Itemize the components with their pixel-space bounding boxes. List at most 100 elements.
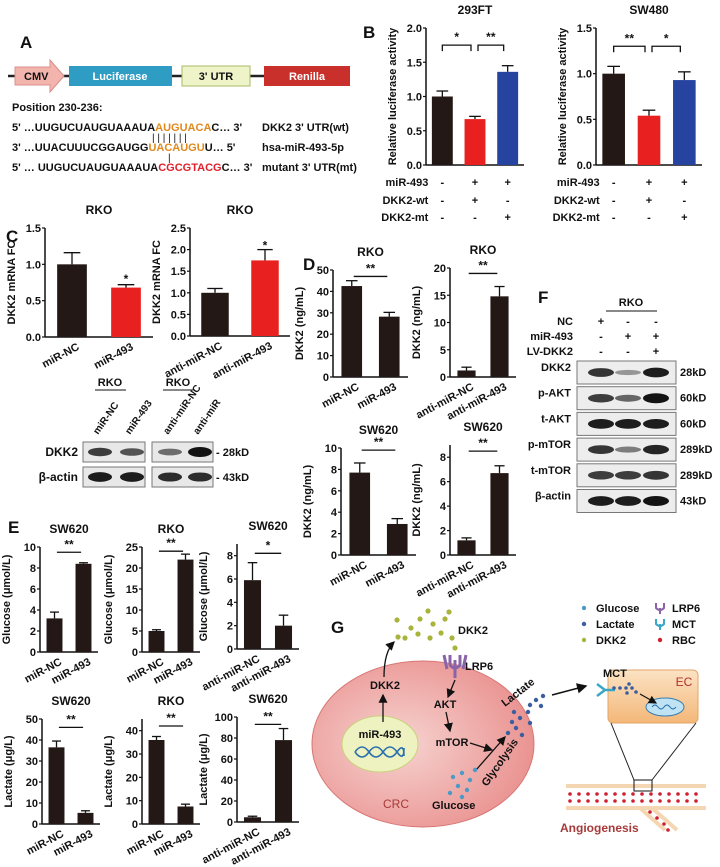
- y-tick-label: 4: [227, 597, 234, 609]
- rbc: [662, 822, 666, 826]
- lactate-molecule: [538, 703, 544, 709]
- blot-row-label: β-actin: [535, 491, 571, 503]
- y-tick-label: 0.5: [577, 114, 592, 126]
- y-tick-label: 1.0: [407, 92, 422, 104]
- vessel-branch: [638, 806, 679, 832]
- molecule-dots: [394, 608, 698, 832]
- y-tick-label: 100: [215, 712, 233, 724]
- significance-label: **: [366, 261, 376, 275]
- mct-label: MCT: [603, 668, 627, 680]
- blot-group-label: RKO: [98, 377, 123, 389]
- bar: [497, 71, 519, 165]
- nucleus: [341, 715, 419, 773]
- lactate-molecule: [540, 693, 546, 699]
- y-tick-label: 0.5: [407, 126, 422, 138]
- rbc: [676, 799, 680, 803]
- y-axis-label: Lactate (μg/L): [3, 735, 15, 807]
- condition-sign: -: [647, 212, 651, 224]
- blot-membrane: [576, 360, 677, 385]
- sequence-label: hsa-miR-493-5p: [262, 142, 344, 154]
- x-tick-label: miR-NC: [320, 381, 361, 411]
- chart-title: RKO: [470, 243, 497, 257]
- bar: [48, 747, 65, 824]
- rbc: [586, 792, 590, 796]
- condition-label: miR-493: [530, 331, 573, 343]
- y-axis-label: Glucose (μmol/L): [198, 551, 210, 641]
- lactate-molecule: [533, 697, 539, 703]
- chart-title: RKO: [357, 245, 384, 259]
- blot-title: RKO: [619, 297, 644, 309]
- rbc: [577, 799, 581, 803]
- lactate-legend-icon: [581, 621, 587, 627]
- rbc: [694, 799, 698, 803]
- y-tick-label: 2: [30, 626, 36, 638]
- bar: [243, 580, 262, 649]
- blot-band: [158, 472, 182, 482]
- y-tick-label: 25: [126, 542, 138, 554]
- molecular-weight-label: 60kD: [680, 418, 706, 430]
- bar: [111, 287, 141, 337]
- x-tick-label: miR-NC: [328, 559, 369, 589]
- zoom-box: [633, 779, 653, 792]
- arrow-lactate-to-nucleus: [639, 693, 658, 704]
- sequence-label: mutant 3' UTR(mt): [262, 162, 357, 174]
- y-tick-label: 2: [227, 621, 233, 633]
- rbc: [694, 792, 698, 796]
- vessel-wall-top: [566, 784, 706, 788]
- lrp6-label: LRP6: [465, 661, 493, 673]
- significance-bracket: [613, 45, 646, 53]
- y-tick-label: 15: [126, 584, 138, 596]
- blot-band: [643, 496, 669, 506]
- condition-label: DKK2-wt: [554, 195, 600, 207]
- y-tick-label: 0: [132, 819, 138, 831]
- condition-sign: +: [598, 316, 604, 328]
- rbc: [648, 810, 652, 814]
- bar: [274, 625, 293, 649]
- dkk2-molecule: [408, 625, 414, 631]
- rbc: [649, 792, 653, 796]
- significance-label: **: [166, 536, 176, 550]
- condition-sign: +: [472, 195, 478, 207]
- lactate-molecule: [525, 709, 531, 715]
- rbc: [604, 799, 608, 803]
- condition-label: DKK2-mt: [553, 212, 600, 224]
- utr-box: [181, 65, 251, 87]
- condition-label: DKK2-mt: [381, 212, 428, 224]
- chart: RKO DKK2 mRNA FC 0.0 0.5 1.0 1.5 miR-NC miR-493…: [6, 203, 153, 372]
- blot-band: [188, 447, 212, 457]
- x-tick-label: miR-493: [363, 559, 406, 590]
- blot-row-label: p-mTOR: [528, 439, 571, 451]
- y-tick-label: 40: [317, 286, 329, 298]
- blot-band: [88, 447, 112, 457]
- condition-label: NC: [557, 316, 573, 328]
- dkk2-secreted-label: DKK2: [458, 625, 488, 637]
- condition-sign: -: [626, 316, 630, 328]
- renilla-box: [264, 66, 350, 86]
- glucose-molecule: [455, 783, 461, 789]
- bar: [490, 296, 509, 377]
- sequence-suffix: C… 3': [211, 122, 242, 134]
- y-tick-label: 20: [126, 563, 138, 575]
- panel-label-g: G: [331, 618, 344, 637]
- y-tick-label: 0: [30, 647, 36, 659]
- rbc: [667, 799, 671, 803]
- rbc: [667, 792, 671, 796]
- lactate-molecule: [519, 732, 525, 738]
- significance-bracket: [477, 44, 505, 52]
- blot-band: [643, 367, 669, 378]
- y-tick-label: 1.5: [26, 223, 41, 235]
- glucose-molecule: [459, 794, 465, 800]
- lactate-molecule: [527, 702, 533, 708]
- rbc: [658, 792, 662, 796]
- molecular-weight-label: 289kD: [680, 444, 712, 456]
- y-axis-label: DKK2 (ng/mL): [411, 286, 423, 360]
- condition-sign: -: [612, 195, 616, 207]
- dkk2-cell-label: DKK2: [370, 680, 400, 692]
- condition-sign: +: [653, 331, 659, 343]
- y-axis-label: DKK2 mRNA FC: [151, 240, 163, 324]
- glucose-legend-icon: [581, 605, 587, 611]
